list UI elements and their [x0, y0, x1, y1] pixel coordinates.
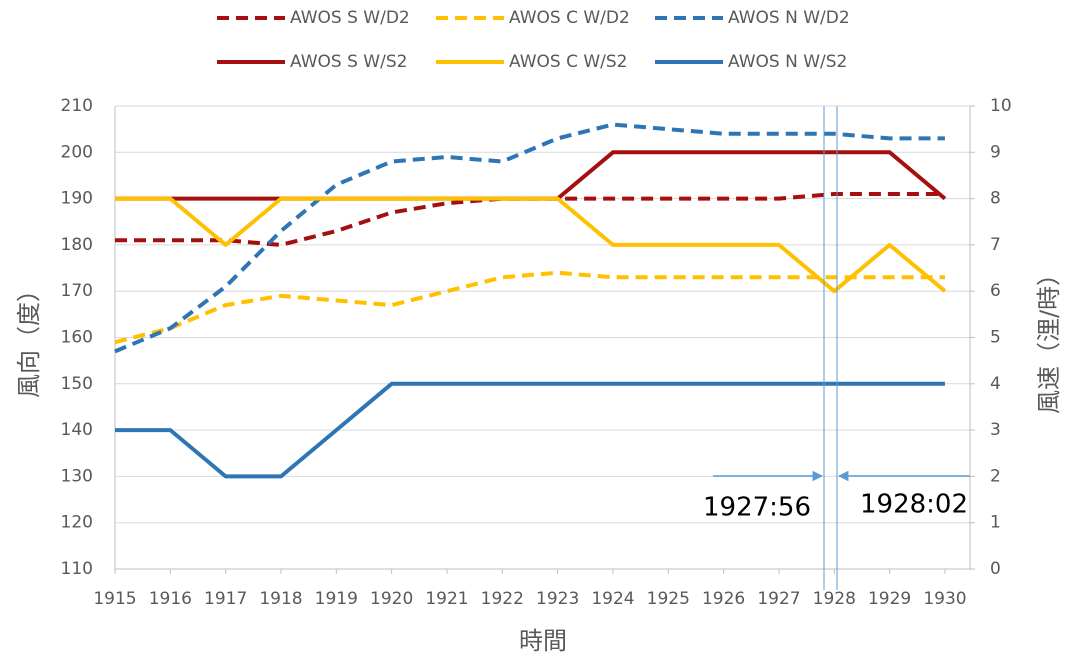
x-tick-label: 1925: [647, 589, 690, 609]
series-line: [115, 196, 947, 294]
y2-tick-label: 2: [990, 466, 1001, 486]
y-tick-label: 110: [61, 559, 93, 579]
x-tick-label: 1929: [868, 589, 911, 609]
y2-tick-label: 6: [990, 281, 1001, 301]
x-tick-label: 1928: [813, 589, 856, 609]
x-tick-label: 1926: [702, 589, 745, 609]
y2-tick-label: 9: [990, 142, 1001, 162]
x-axis-label: 時間: [519, 627, 567, 655]
x-tick-label: 1923: [536, 589, 579, 609]
y-tick-label: 200: [61, 142, 93, 162]
x-tick-label: 1920: [370, 589, 413, 609]
annotation: 1927:56: [703, 493, 811, 523]
legend-label: AWOS C W/S2: [509, 52, 628, 72]
y2-tick-label: 0: [990, 559, 1001, 579]
series-line: [115, 150, 947, 201]
x-tick-label: 1930: [923, 589, 966, 609]
legend-label: AWOS C W/D2: [509, 8, 630, 28]
y2-tick-label: 10: [990, 96, 1012, 116]
x-tick-label: 1927: [757, 589, 800, 609]
y2-tick-label: 8: [990, 189, 1001, 209]
y-tick-label: 210: [61, 96, 93, 116]
series-line: [115, 381, 945, 479]
annotation: 1928:02: [860, 490, 968, 520]
y-tick-label: 180: [61, 235, 93, 255]
x-tick-label: 1915: [93, 589, 136, 609]
y-tick-label: 130: [61, 466, 93, 486]
legend-label: AWOS S W/D2: [290, 8, 410, 28]
y2-tick-label: 1: [990, 513, 1001, 533]
series-line: [114, 270, 945, 345]
x-tick-label: 1921: [425, 589, 468, 609]
y-tick-label: 170: [61, 281, 93, 301]
y-tick-label: 140: [61, 420, 93, 440]
y2-tick-label: 3: [990, 420, 1001, 440]
series-line: [115, 191, 945, 247]
y-axis-label: 風向（度）: [15, 278, 43, 398]
y-tick-label: 190: [61, 189, 93, 209]
y-tick-label: 120: [61, 513, 93, 533]
legend-label: AWOS S W/S2: [290, 52, 407, 72]
y-tick-label: 160: [61, 328, 93, 348]
x-tick-label: 1917: [204, 589, 247, 609]
x-tick-label: 1924: [591, 589, 634, 609]
y-tick-label: 150: [61, 374, 93, 394]
series-line: [114, 122, 945, 354]
x-tick-label: 1916: [149, 589, 192, 609]
x-tick-label: 1919: [315, 589, 358, 609]
legend-label: AWOS N W/D2: [728, 8, 850, 28]
x-tick-label: 1918: [259, 589, 302, 609]
y2-axis-label: 風速（浬/時）: [1035, 262, 1063, 414]
y2-tick-label: 5: [990, 328, 1001, 348]
x-tick-label: 1922: [481, 589, 524, 609]
y2-tick-label: 7: [990, 235, 1001, 255]
y2-tick-label: 4: [990, 374, 1001, 394]
legend-label: AWOS N W/S2: [728, 52, 847, 72]
